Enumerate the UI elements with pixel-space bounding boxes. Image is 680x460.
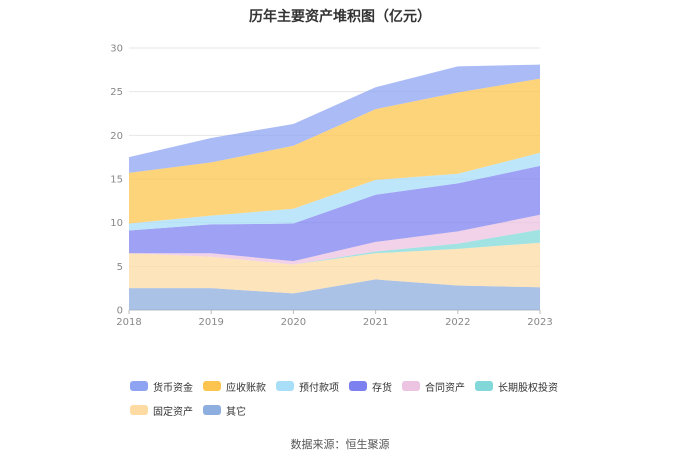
axis-layer: 0 5 10 15 20 25 30 2018 2019 2020 2021 2022 2023 [110, 44, 552, 329]
area-series-固定资产 [129, 242, 540, 294]
legend-item[interactable]: 固定资产 [130, 404, 193, 418]
legend-label: 存货 [372, 382, 392, 394]
y-tick-label: 0 [117, 306, 123, 317]
area-layer [129, 64, 540, 310]
legend-swatch [276, 381, 294, 391]
area-series-应收账款 [129, 78, 540, 224]
legend-item[interactable]: 存货 [349, 380, 392, 394]
legend-label: 应收账款 [226, 382, 266, 394]
area-series-合同资产 [129, 214, 540, 265]
legend-label: 固定资产 [153, 406, 193, 418]
legend-item[interactable]: 长期股权投资 [475, 380, 558, 394]
legend-swatch [130, 381, 148, 391]
legend-swatch [203, 381, 221, 391]
legend-item[interactable]: 应收账款 [203, 380, 266, 394]
area-series-长期股权投资 [129, 229, 540, 265]
legend: 货币资金 应收账款 预付款项 存货 合同资产 长期股权投资固定资产 其它 [130, 376, 570, 424]
y-tick-label: 5 [117, 262, 123, 273]
area-series-其它 [129, 279, 540, 310]
area-series-货币资金 [129, 64, 540, 173]
y-tick-label: 20 [110, 131, 123, 142]
legend-label: 长期股权投资 [498, 382, 558, 394]
legend-swatch [402, 381, 420, 391]
x-tick-label: 2023 [527, 317, 552, 328]
y-tick-label: 15 [110, 175, 123, 186]
legend-swatch [203, 405, 221, 415]
legend-label: 货币资金 [153, 382, 193, 394]
y-tick-label: 25 [110, 87, 123, 98]
legend-label: 其它 [226, 406, 246, 418]
y-tick-label: 30 [110, 44, 123, 55]
x-tick-label: 2019 [198, 317, 223, 328]
x-tick-label: 2020 [281, 317, 306, 328]
area-series-存货 [129, 165, 540, 262]
y-tick-label: 10 [110, 218, 123, 229]
x-tick-label: 2021 [363, 317, 388, 328]
legend-label: 合同资产 [425, 382, 465, 394]
legend-item[interactable]: 预付款项 [276, 380, 339, 394]
x-tick-label: 2018 [116, 317, 141, 328]
legend-item[interactable]: 合同资产 [402, 380, 465, 394]
source-note: 数据来源：恒生聚源 [290, 438, 390, 451]
area-series-预付款项 [129, 152, 540, 231]
legend-item[interactable]: 其它 [203, 404, 246, 418]
legend-item[interactable]: 货币资金 [130, 380, 193, 394]
legend-label: 预付款项 [299, 382, 339, 394]
legend-swatch [475, 381, 493, 391]
x-tick-label: 2022 [445, 317, 470, 328]
legend-swatch [130, 405, 148, 415]
chart-title: 历年主要资产堆积图（亿元） [249, 9, 431, 25]
legend-swatch [349, 381, 367, 391]
